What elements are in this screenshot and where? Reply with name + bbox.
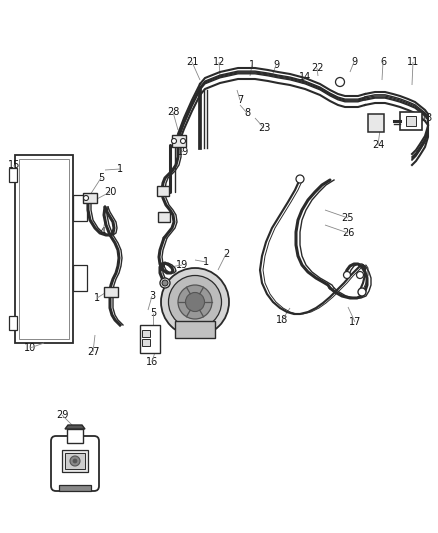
Text: 10: 10 [24,343,36,353]
Text: 14: 14 [299,72,311,82]
Text: 23: 23 [258,123,270,133]
Bar [19,159,69,339]
Text: 21: 21 [186,57,198,67]
Text: 13: 13 [421,113,433,123]
Circle shape [172,139,177,143]
Text: 1: 1 [117,164,123,174]
Text: 15: 15 [8,160,20,170]
Circle shape [296,175,304,183]
Circle shape [185,293,205,311]
Bar [104,287,118,297]
Text: 27: 27 [87,347,99,357]
Circle shape [162,280,168,286]
Bar [9,168,17,182]
Circle shape [358,288,366,296]
Circle shape [169,276,222,328]
Text: 20: 20 [172,285,184,295]
Bar [9,316,17,330]
Circle shape [160,278,170,288]
Bar [175,321,215,338]
Text: 7: 7 [237,95,243,105]
Circle shape [180,139,186,143]
Text: 11: 11 [407,57,419,67]
Text: 26: 26 [342,228,354,238]
Text: 19: 19 [176,260,188,270]
Bar [157,186,169,196]
Text: 17: 17 [349,317,361,327]
Text: 24: 24 [372,140,384,150]
Text: 25: 25 [342,213,354,223]
Text: 1: 1 [249,60,255,70]
Text: 1: 1 [94,293,100,303]
Bar [65,453,85,469]
Circle shape [343,271,350,279]
Circle shape [84,196,88,200]
Bar [172,135,186,147]
Text: 5: 5 [98,173,104,183]
Bar [400,112,422,130]
Bar [73,265,87,291]
FancyBboxPatch shape [51,436,99,491]
Text: 4: 4 [100,227,106,237]
Circle shape [357,271,364,279]
Bar [83,193,97,203]
Text: 19: 19 [202,273,214,283]
Text: 20: 20 [104,187,116,197]
Text: 8: 8 [244,108,250,118]
Text: 28: 28 [167,107,179,117]
Bar [67,429,83,443]
Text: 19: 19 [177,147,189,157]
Circle shape [336,77,345,86]
Bar [406,116,416,126]
Text: 12: 12 [213,57,225,67]
Bar [73,195,87,221]
Bar [368,114,384,132]
Circle shape [178,285,212,319]
Bar [15,155,73,343]
Text: 5: 5 [150,308,156,318]
Text: 18: 18 [276,315,288,325]
Bar [142,330,150,337]
Bar [140,325,160,353]
Text: 22: 22 [311,63,323,73]
Text: 1: 1 [203,257,209,267]
Text: 6: 6 [380,57,386,67]
Bar [59,485,91,491]
Circle shape [70,456,80,466]
Text: 16: 16 [146,357,158,367]
Bar [142,339,150,346]
Bar [62,450,88,472]
Circle shape [73,459,77,463]
Circle shape [161,268,229,336]
Polygon shape [65,425,85,429]
Bar [158,212,170,222]
Text: 29: 29 [56,410,68,420]
Text: 9: 9 [351,57,357,67]
Text: 3: 3 [149,291,155,301]
Text: 2: 2 [223,249,229,259]
Text: 9: 9 [273,60,279,70]
